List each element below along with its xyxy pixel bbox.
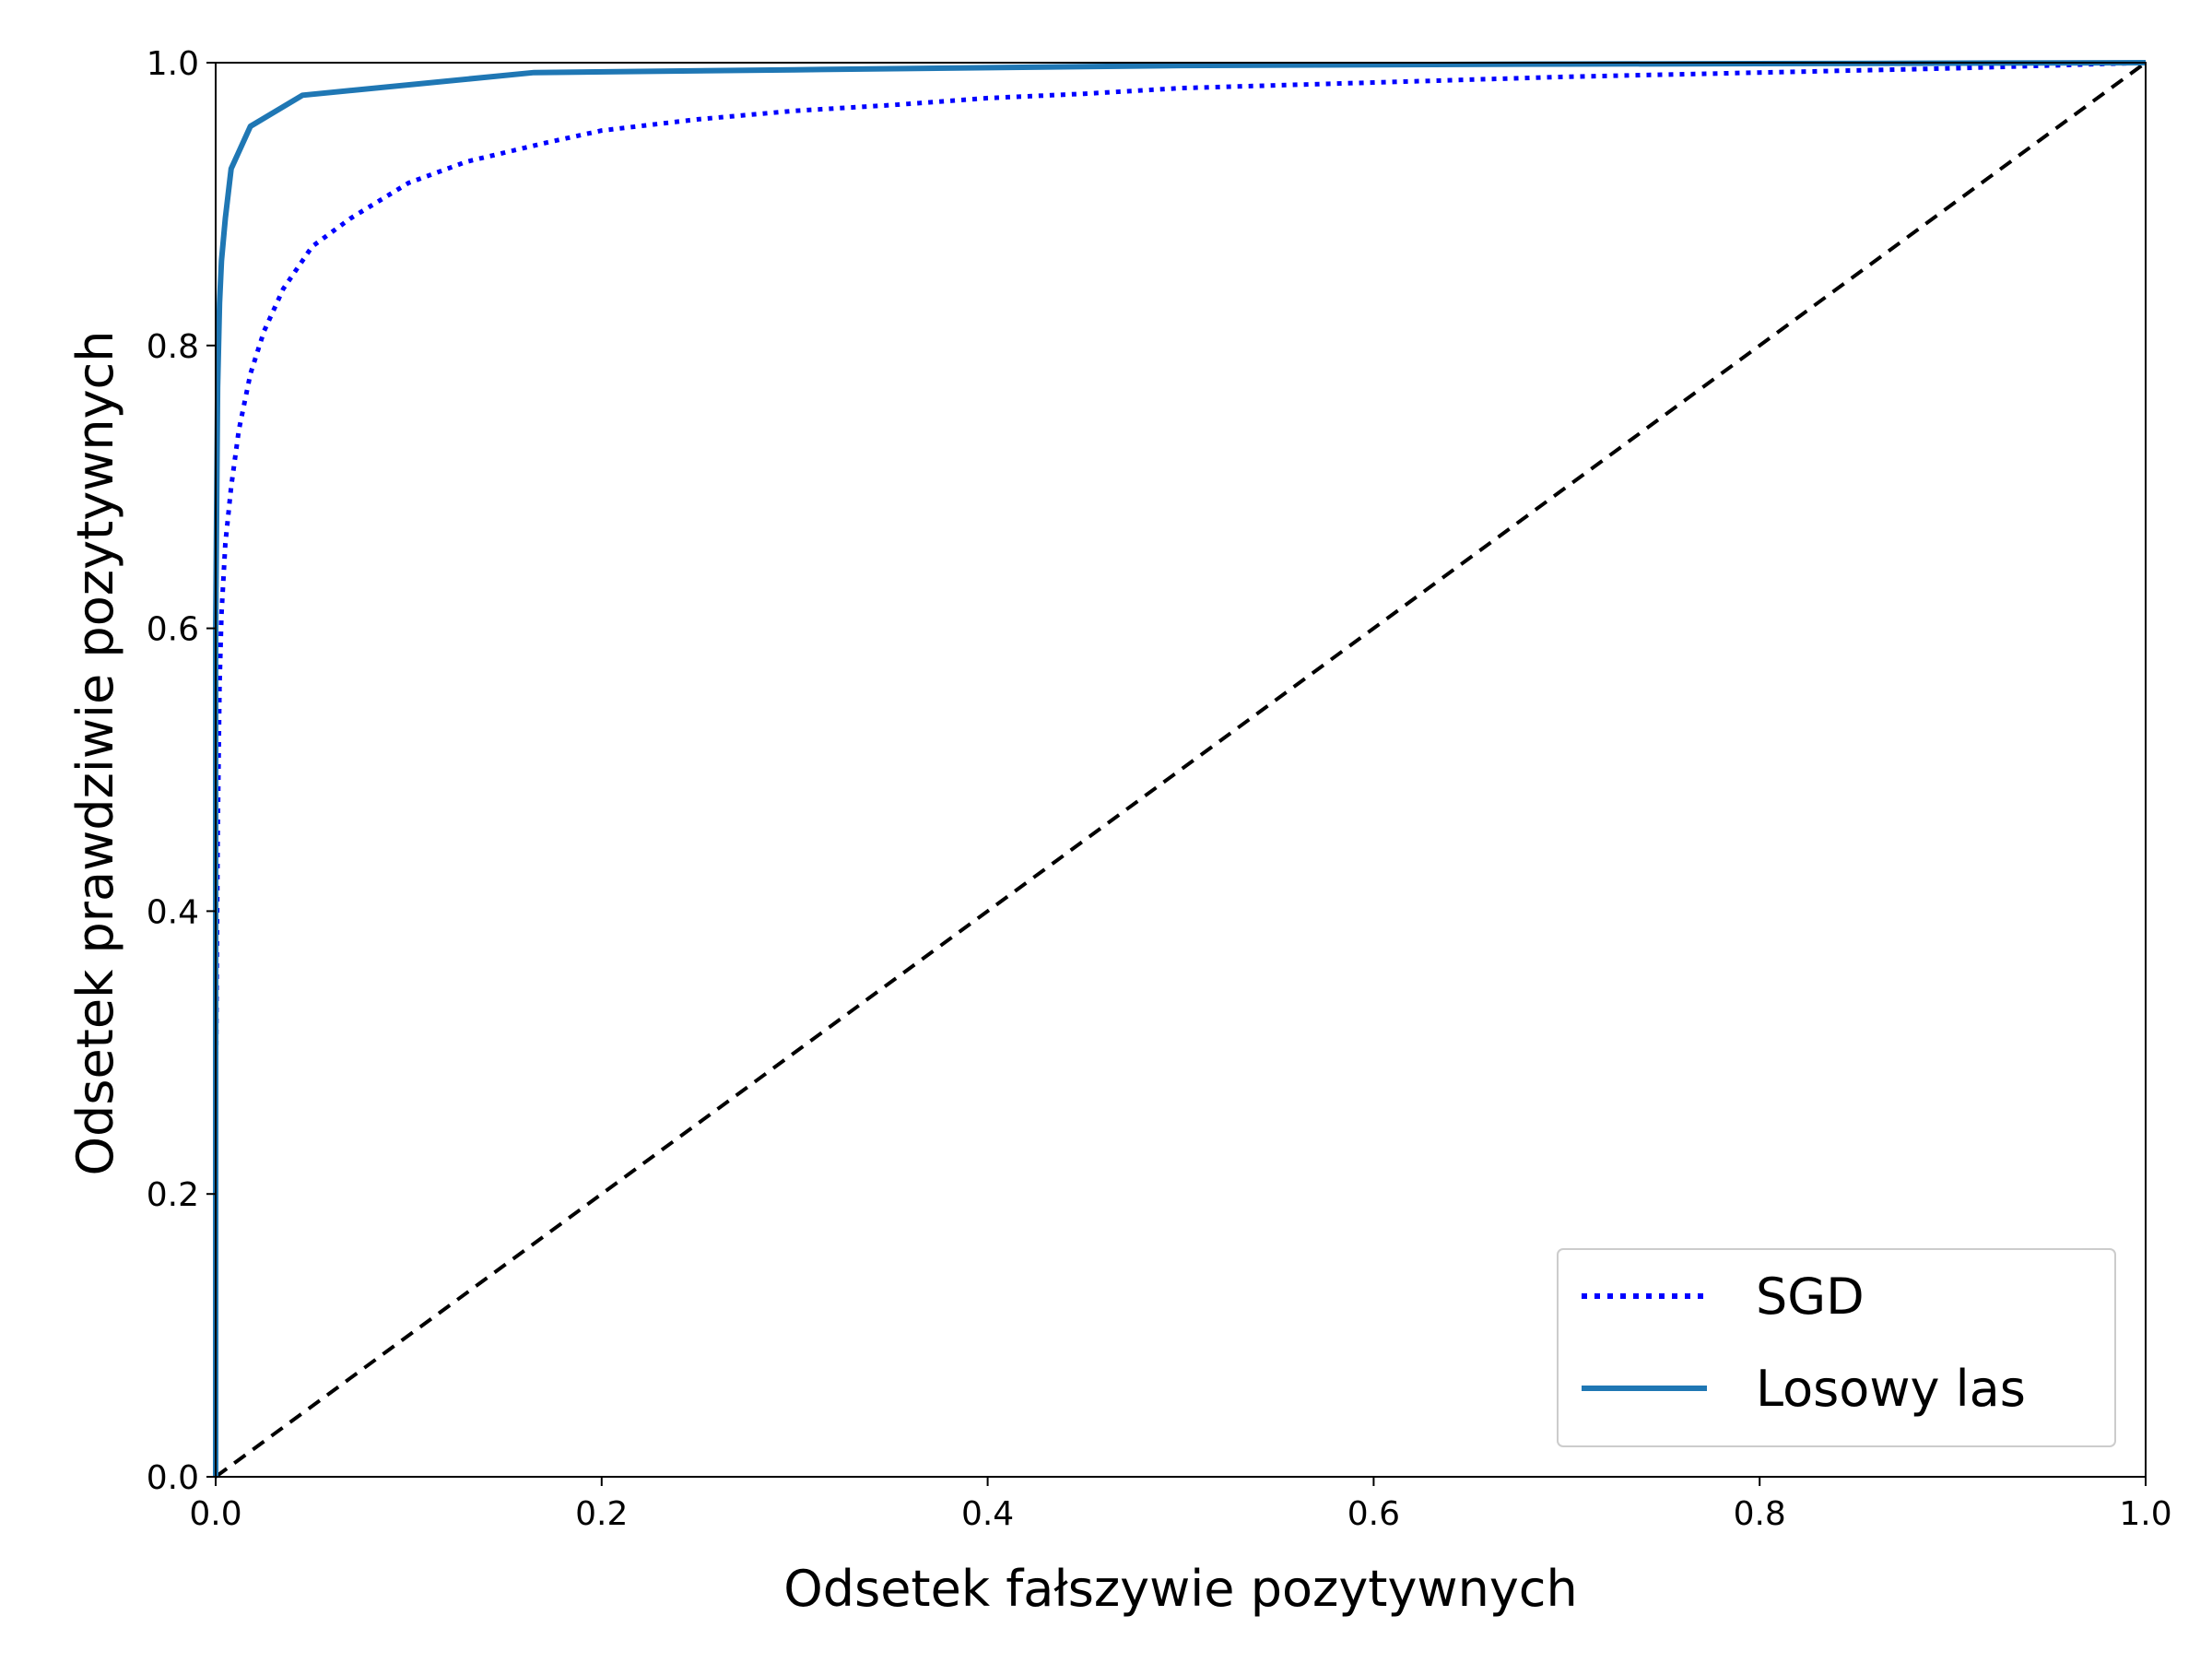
y-tick-label: 0.6 (147, 611, 199, 649)
y-tick-label: 1.0 (147, 45, 199, 83)
x-tick-label: 0.8 (1734, 1495, 1786, 1533)
x-tick-label: 0.0 (189, 1495, 241, 1533)
legend-rf-label: Losowy las (1756, 1360, 2026, 1418)
x-tick-label: 1.0 (2119, 1495, 2171, 1533)
x-tick-label: 0.2 (575, 1495, 628, 1533)
series-layer (213, 60, 2147, 1479)
series-line-diagonal (214, 61, 2147, 1479)
series-line-losowy-las (213, 60, 2147, 1477)
x-tick-label: 0.4 (961, 1495, 1014, 1533)
legend-box (1557, 1248, 2116, 1447)
plot-frame (215, 62, 2147, 1478)
y-tick-label: 0.0 (147, 1459, 199, 1497)
y-tick-label: 0.8 (147, 328, 199, 366)
series-line-sgd (213, 60, 2147, 1477)
x-tick-label: 0.6 (1347, 1495, 1400, 1533)
x-axis-label: Odsetek fałszywie pozytywnych (783, 1560, 1577, 1618)
ticks-layer: 0.0 0.2 0.4 0.6 0.8 1.0 0.0 0.2 0.4 0.6 0.8 1.0 (147, 45, 2172, 1533)
legend-sgd-label: SGD (1756, 1268, 1865, 1326)
y-tick-label: 0.4 (147, 893, 199, 931)
y-axis-label: Odsetek prawdziwie pozytywnych (66, 331, 124, 1176)
legend: SGD Losowy las (1557, 1248, 2116, 1447)
y-tick-label: 0.2 (147, 1176, 199, 1214)
